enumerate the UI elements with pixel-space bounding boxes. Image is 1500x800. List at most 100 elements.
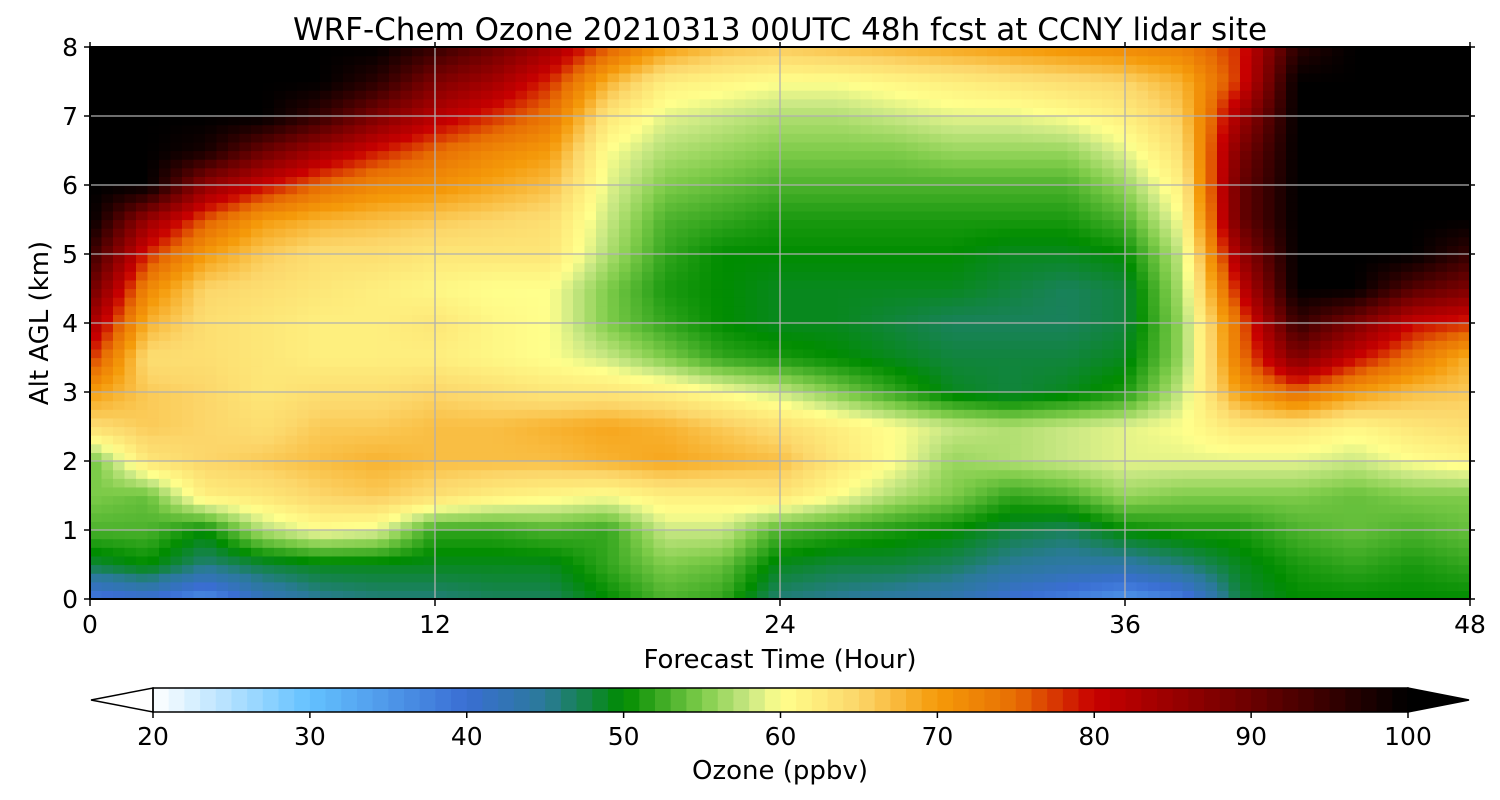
- contour-cell: [182, 547, 195, 557]
- contour-cell: [515, 443, 528, 453]
- contour-cell: [711, 357, 724, 367]
- contour-cell: [320, 72, 333, 83]
- contour-cell: [239, 47, 252, 57]
- contour-cell: [722, 357, 735, 367]
- contour-cell: [814, 357, 827, 367]
- contour-cell: [780, 55, 793, 65]
- contour-cell: [354, 81, 367, 91]
- contour-cell: [734, 271, 747, 281]
- contour-cell: [400, 469, 413, 479]
- contour-cell: [343, 297, 356, 307]
- contour-cell: [745, 443, 758, 453]
- contour-cell: [423, 236, 436, 246]
- contour-cell: [193, 495, 206, 505]
- contour-cell: [814, 262, 827, 272]
- contour-cell: [216, 504, 229, 514]
- contour-cell: [251, 357, 264, 367]
- contour-cell: [343, 426, 356, 436]
- contour-cell: [343, 90, 356, 100]
- contour-cell: [377, 116, 390, 126]
- contour-cell: [630, 228, 643, 238]
- contour-cell: [251, 47, 264, 57]
- contour-cell: [665, 486, 678, 497]
- contour-cell: [182, 116, 195, 126]
- contour-cell: [722, 590, 735, 599]
- contour-cell: [665, 435, 678, 445]
- contour-cell: [711, 202, 724, 212]
- contour-cell: [377, 47, 390, 57]
- contour-cell: [538, 504, 551, 514]
- contour-cell: [665, 107, 678, 117]
- contour-cell: [883, 348, 896, 359]
- contour-cell: [113, 392, 126, 402]
- contour-cell: [193, 167, 206, 177]
- contour-cell: [377, 495, 390, 505]
- contour-cell: [423, 357, 436, 367]
- contour-cell: [354, 124, 367, 134]
- contour-cell: [274, 271, 287, 281]
- contour-cell: [205, 400, 218, 410]
- contour-cell: [906, 150, 919, 160]
- contour-cell: [216, 245, 229, 255]
- contour-cell: [458, 348, 471, 359]
- contour-cell: [297, 512, 310, 522]
- contour-cell: [423, 512, 436, 522]
- contour-cell: [630, 590, 643, 599]
- contour-cell: [170, 64, 183, 74]
- contour-cell: [734, 461, 747, 471]
- contour-cell: [504, 116, 517, 126]
- contour-cell: [860, 469, 873, 479]
- contour-cell: [860, 236, 873, 246]
- contour-cell: [895, 323, 908, 333]
- contour-cell: [285, 271, 298, 281]
- contour-cell: [780, 383, 793, 393]
- contour-cell: [964, 262, 977, 272]
- contour-cell: [596, 478, 609, 488]
- contour-cell: [366, 64, 379, 74]
- contour-cell: [952, 81, 965, 91]
- contour-cell: [147, 210, 160, 221]
- contour-cell: [320, 573, 333, 583]
- contour-cell: [435, 512, 448, 522]
- contour-cell: [619, 47, 632, 57]
- contour-cell: [170, 176, 183, 186]
- contour-cell: [676, 461, 689, 471]
- contour-cell: [354, 366, 367, 376]
- contour-cell: [826, 478, 839, 488]
- contour-cell: [699, 374, 712, 384]
- contour-cell: [860, 133, 873, 143]
- contour-cell: [320, 530, 333, 540]
- contour-cell: [331, 374, 344, 384]
- contour-cell: [584, 564, 597, 574]
- contour-cell: [262, 504, 275, 514]
- contour-cell: [239, 288, 252, 298]
- contour-cell: [814, 236, 827, 246]
- contour-cell: [124, 538, 137, 548]
- contour-cell: [814, 486, 827, 497]
- contour-cell: [964, 461, 977, 471]
- contour-cell: [228, 400, 241, 410]
- contour-cell: [205, 228, 218, 238]
- contour-cell: [527, 107, 540, 117]
- contour-cell: [90, 469, 103, 479]
- contour-cell: [929, 124, 942, 134]
- contour-cell: [504, 340, 517, 350]
- contour-cell: [918, 81, 931, 91]
- contour-cell: [918, 538, 931, 548]
- contour-cell: [699, 478, 712, 488]
- contour-cell: [124, 366, 137, 376]
- contour-cell: [400, 236, 413, 246]
- contour-cell: [239, 150, 252, 160]
- contour-cell: [964, 64, 977, 74]
- contour-cell: [722, 55, 735, 65]
- contour-cell: [918, 590, 931, 599]
- contour-cell: [147, 366, 160, 376]
- contour-cell: [584, 236, 597, 246]
- contour-cell: [642, 469, 655, 479]
- contour-cell: [872, 219, 885, 229]
- contour-cell: [90, 305, 103, 315]
- contour-cell: [136, 64, 149, 74]
- contour-cell: [814, 512, 827, 522]
- contour-cell: [274, 279, 287, 290]
- contour-cell: [308, 469, 321, 479]
